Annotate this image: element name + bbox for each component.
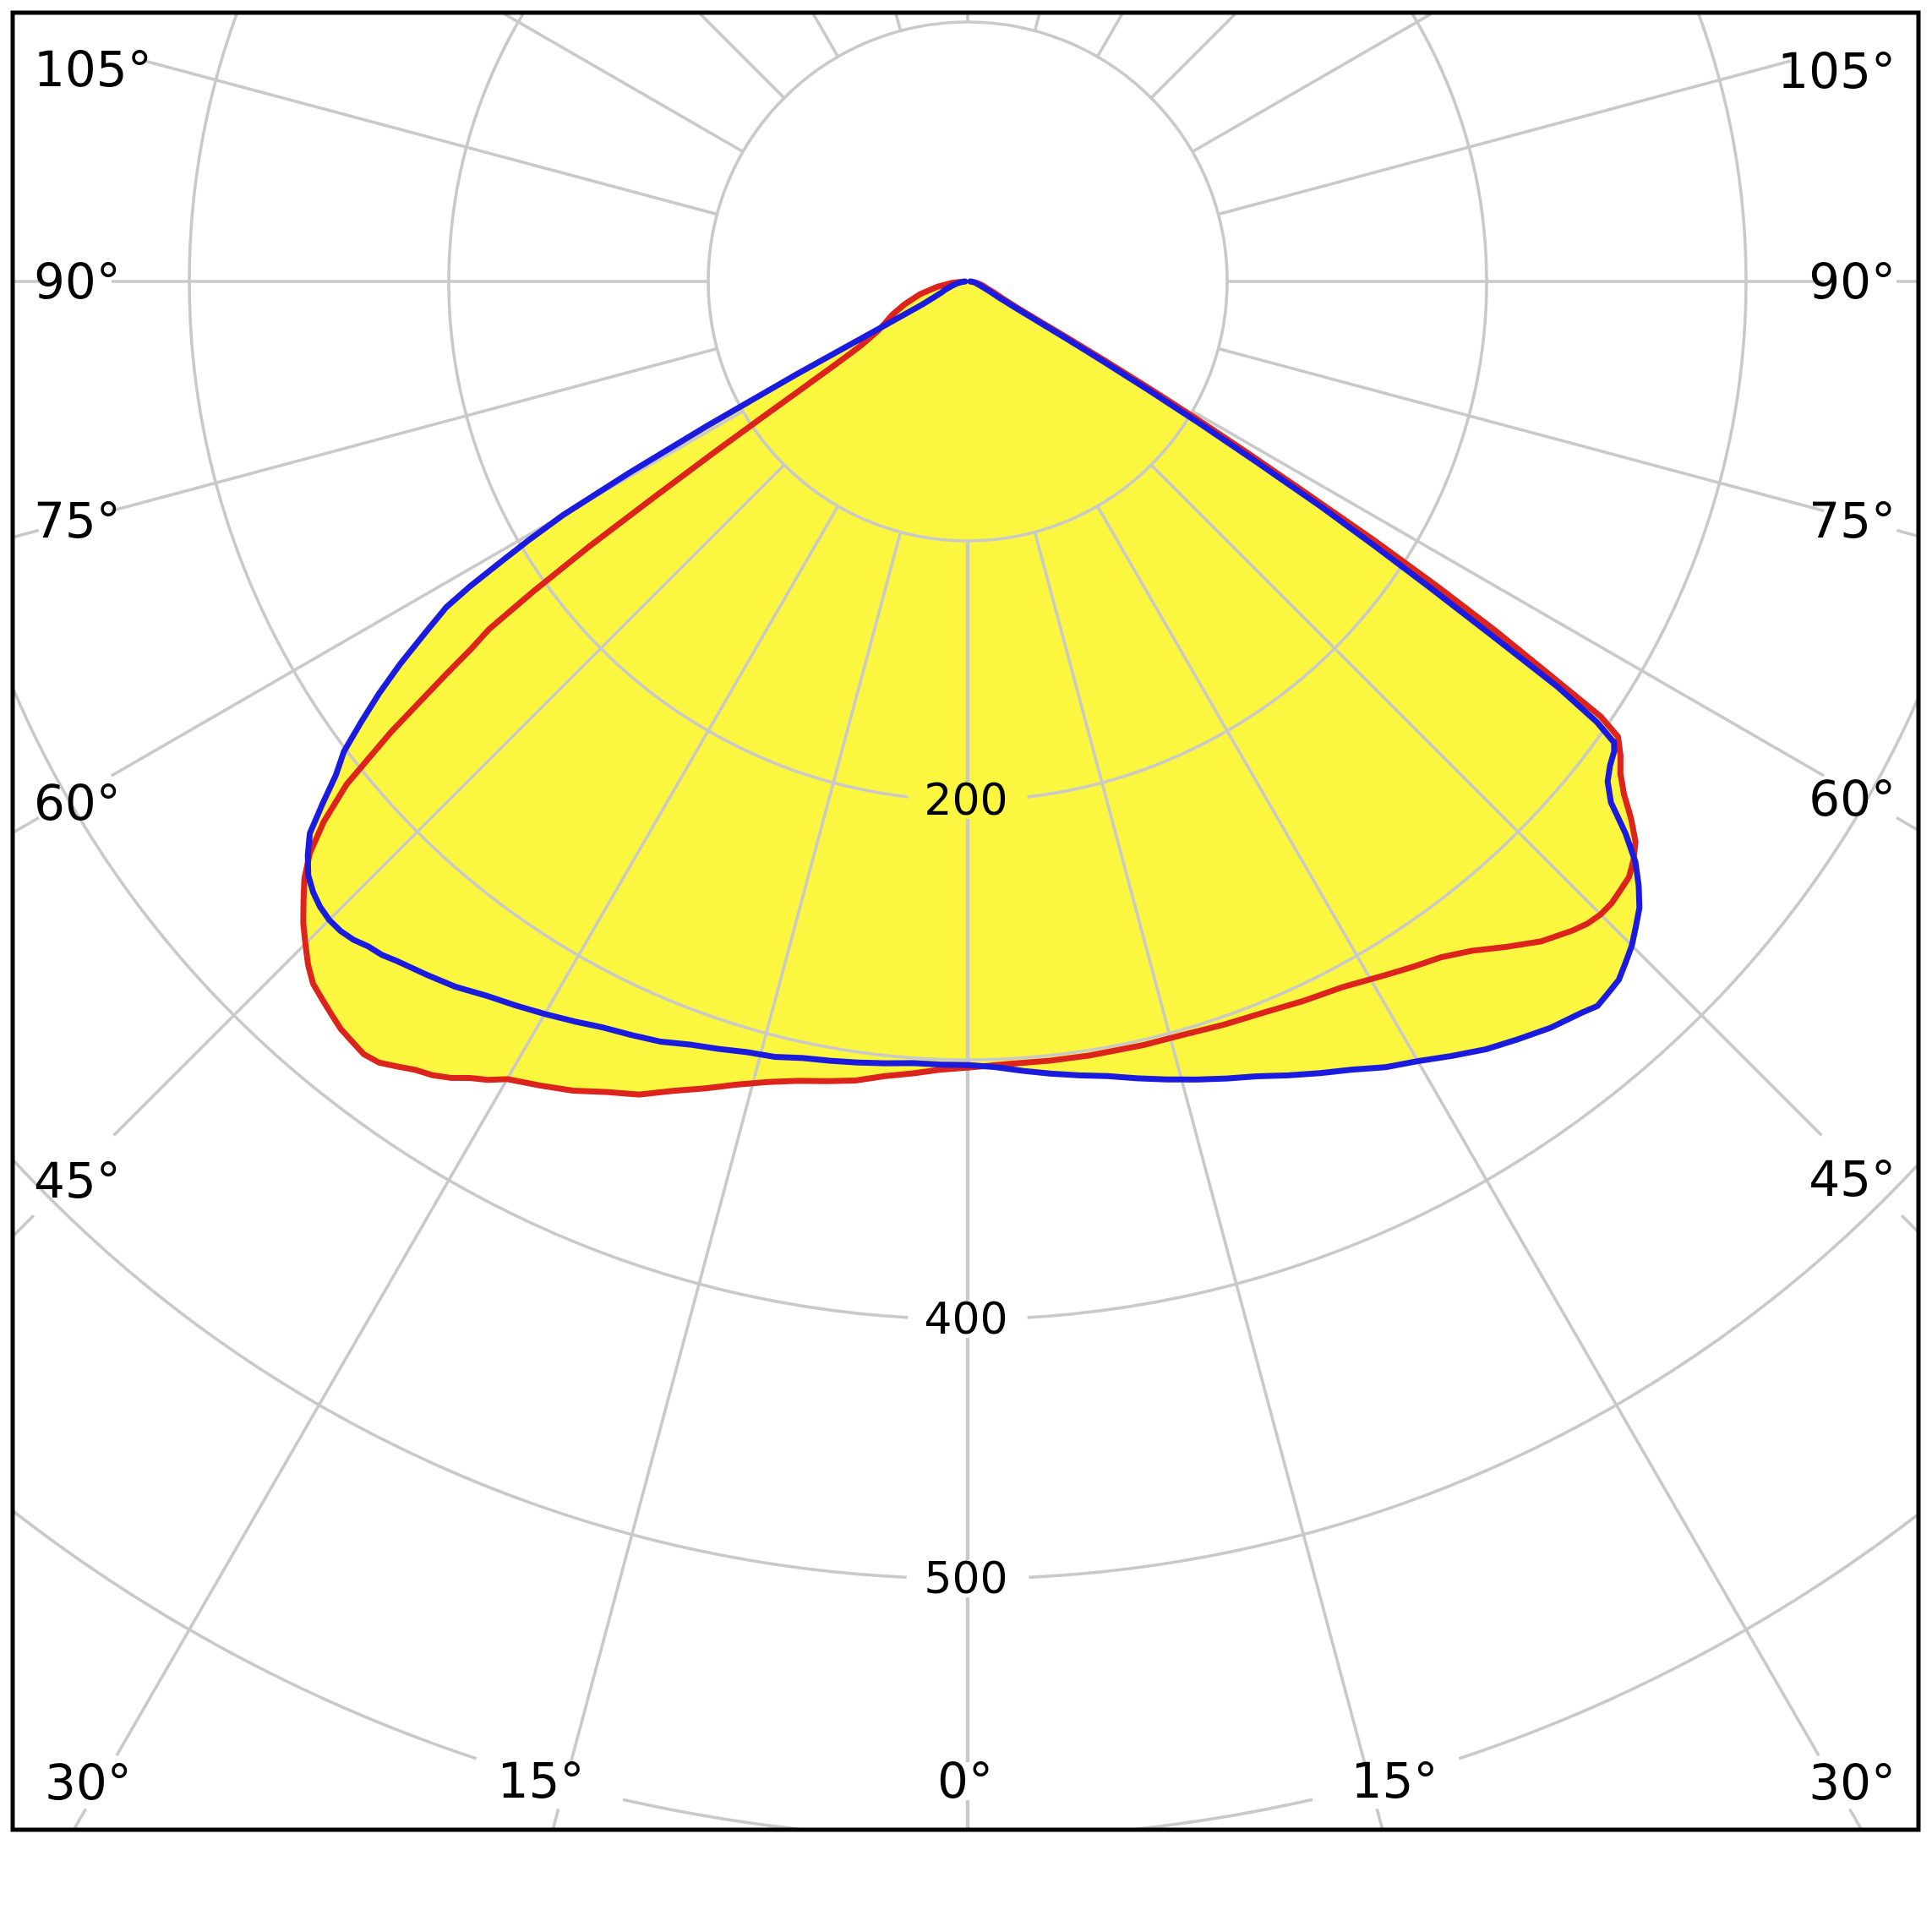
- angle-label: 45°: [1809, 1150, 1896, 1208]
- grid-radial-lines: [13, 13, 1918, 1830]
- ring-value-labels: 200 400 500: [924, 775, 1007, 1604]
- curve-red-C0-C180: [300, 278, 1639, 1098]
- angle-label: 75°: [34, 492, 121, 549]
- angle-label: 45°: [34, 1152, 121, 1209]
- angle-label: 30°: [1809, 1754, 1896, 1811]
- grid-radial-75: [1896, 528, 1918, 538]
- angle-label: 105°: [1777, 42, 1896, 100]
- grid-circle-400: [13, 683, 909, 1319]
- grid-radial--75: [13, 528, 40, 539]
- grid-radial--105: [144, 59, 718, 216]
- grid-radial--15: [551, 1808, 560, 1830]
- angle-label: 90°: [34, 253, 121, 310]
- ring-value-label: 500: [924, 1553, 1007, 1604]
- grid-radial-15: [1375, 1808, 1384, 1830]
- grid-radial--75: [111, 347, 718, 513]
- angle-tick-labels: 105° 90° 75° 60° 45° 30° 15° 0° 15° 30° 105° 90° 75°…: [34, 41, 1896, 1811]
- grid-radial--45: [112, 463, 786, 1137]
- grid-circle-500: [1029, 1161, 1918, 1580]
- grid-circle-600: [622, 1798, 1313, 1830]
- grid-radial-45: [1149, 463, 1823, 1137]
- angle-label: 60°: [1809, 770, 1896, 827]
- grid-radial-15: [1033, 532, 1367, 1763]
- grid-circle-200: [447, 13, 909, 799]
- grid-radial-60: [1191, 409, 1826, 778]
- angle-label: 30°: [45, 1754, 132, 1811]
- grid-radial-45: [1900, 1214, 1918, 1235]
- grid-radial--60: [13, 816, 40, 835]
- grid-radial-30: [1095, 505, 1820, 1757]
- grid-radial--30: [115, 505, 840, 1757]
- curve-blue-C90-C270: [304, 278, 1643, 1083]
- ring-value-label: 200: [924, 775, 1007, 826]
- grid-radial-105: [1218, 59, 1792, 216]
- angle-label: 15°: [1351, 1752, 1438, 1809]
- angle-label: 0°: [937, 1752, 993, 1809]
- angle-label: 15°: [498, 1752, 585, 1809]
- grid-radial-60: [1896, 816, 1918, 832]
- angle-label: 105°: [34, 41, 152, 98]
- grid-radial--60: [110, 409, 745, 778]
- grid-circle-200: [1027, 13, 1488, 799]
- polar-grid: [13, 13, 1918, 1830]
- angle-label: 75°: [1809, 492, 1896, 549]
- grid-radial--15: [569, 532, 903, 1763]
- plot-border: [10, 10, 1921, 1832]
- fill-region: [308, 281, 1640, 1080]
- angle-label: 90°: [1809, 253, 1896, 310]
- grid-circle-500: [13, 1157, 907, 1580]
- plot-area: [13, 13, 1918, 1830]
- ring-value-label: 400: [924, 1294, 1007, 1345]
- grid-radial-75: [1218, 347, 1825, 513]
- angle-label: 60°: [34, 774, 121, 832]
- grid-radial--45: [13, 1214, 35, 1239]
- grid-circle-400: [1027, 693, 1918, 1319]
